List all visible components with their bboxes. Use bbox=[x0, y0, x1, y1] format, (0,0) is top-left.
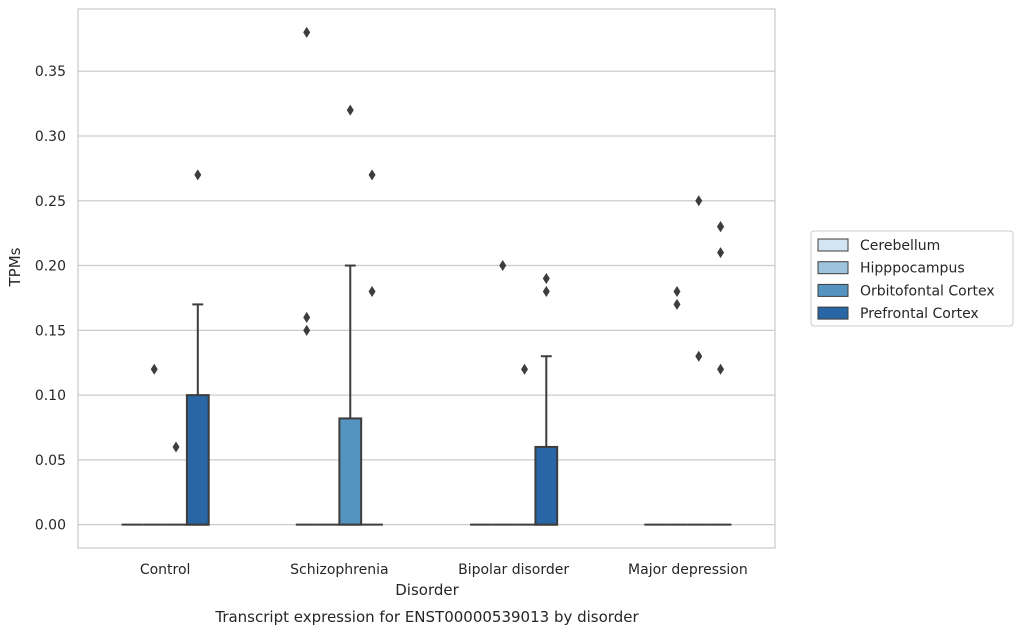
box-schizophrenia-prefrontal-cortex bbox=[361, 169, 383, 526]
outlier-point bbox=[499, 260, 507, 272]
legend-frame bbox=[810, 230, 1014, 327]
chart-title: Transcript expression for ENST0000053901… bbox=[214, 608, 639, 626]
legend-swatch bbox=[817, 238, 849, 252]
x-tick-label: Bipolar disorder bbox=[458, 562, 569, 578]
y-tick-label: 0.15 bbox=[35, 323, 66, 339]
x-axis-label: Disorder bbox=[395, 581, 459, 599]
plot-frame bbox=[77, 8, 776, 549]
outlier-point bbox=[673, 298, 681, 310]
y-tick-label: 0.35 bbox=[35, 64, 66, 80]
outlier-point bbox=[303, 311, 311, 323]
outlier-point bbox=[368, 169, 376, 181]
outlier-point bbox=[303, 26, 311, 38]
legend-swatch bbox=[817, 306, 849, 320]
box-major-depression-hipppocampus bbox=[666, 285, 688, 526]
outlier-point bbox=[521, 363, 529, 375]
box-bipolar-disorder-hipppocampus bbox=[491, 260, 514, 526]
box-body bbox=[338, 417, 363, 526]
y-axis-label: TPMs bbox=[6, 247, 24, 287]
box-schizophrenia-orbitofontal-cortex bbox=[338, 104, 363, 526]
y-gridlines bbox=[78, 70, 775, 526]
outlier-point bbox=[717, 363, 725, 375]
legend-label: Prefrontal Cortex bbox=[860, 306, 979, 322]
y-tick-label: 0.10 bbox=[35, 388, 66, 404]
box-bipolar-disorder-prefrontal-cortex bbox=[534, 273, 559, 526]
legend-label: Cerebellum bbox=[860, 238, 940, 254]
box-major-depression-orbitofontal-cortex bbox=[687, 195, 710, 526]
box-schizophrenia-cerebellum bbox=[295, 26, 318, 526]
outlier-point bbox=[368, 285, 376, 297]
x-tick-label: Control bbox=[140, 562, 191, 578]
box-control-orbitofontal-cortex bbox=[165, 441, 187, 526]
outlier-point bbox=[673, 285, 681, 297]
outlier-point bbox=[542, 273, 550, 284]
y-tick-labels: 0.00 0.05 0.10 0.15 0.20 0.25 0.30 0.35 bbox=[35, 64, 66, 533]
x-tick-label: Major depression bbox=[628, 562, 748, 578]
outlier-point bbox=[346, 104, 354, 116]
y-tick-label: 0.00 bbox=[35, 518, 66, 534]
box-body bbox=[534, 445, 559, 526]
y-tick-label: 0.20 bbox=[35, 259, 66, 275]
outlier-point bbox=[150, 363, 158, 375]
legend-label: Orbitofontal Cortex bbox=[860, 283, 995, 299]
x-tick-label: Schizophrenia bbox=[290, 562, 388, 578]
legend-swatch bbox=[817, 261, 849, 275]
box-bipolar-disorder-orbitofontal-cortex bbox=[513, 363, 536, 526]
box-control-prefrontal-cortex bbox=[185, 169, 210, 526]
outlier-point bbox=[172, 441, 180, 453]
outlier-point bbox=[717, 221, 725, 233]
legend: Cerebellum Hipppocampus Orbitofontal Corte… bbox=[810, 230, 1014, 327]
outlier-point bbox=[695, 350, 703, 362]
outlier-point bbox=[695, 195, 703, 207]
y-tick-label: 0.05 bbox=[35, 453, 66, 469]
box-body bbox=[185, 394, 210, 526]
y-tick-label: 0.30 bbox=[35, 129, 66, 145]
outlier-point bbox=[717, 247, 725, 259]
x-tick-labels: Control Schizophrenia Bipolar disorder Majo… bbox=[140, 562, 748, 578]
outlier-point bbox=[542, 285, 550, 297]
box-major-depression-prefrontal-cortex bbox=[709, 221, 732, 526]
legend-label: Hipppocampus bbox=[860, 261, 965, 277]
legend-swatch bbox=[817, 283, 849, 297]
box-control-hipppocampus bbox=[143, 363, 166, 526]
box-groups bbox=[121, 26, 732, 526]
outlier-point bbox=[194, 169, 202, 181]
y-tick-label: 0.25 bbox=[35, 194, 66, 210]
outlier-point bbox=[303, 324, 311, 336]
